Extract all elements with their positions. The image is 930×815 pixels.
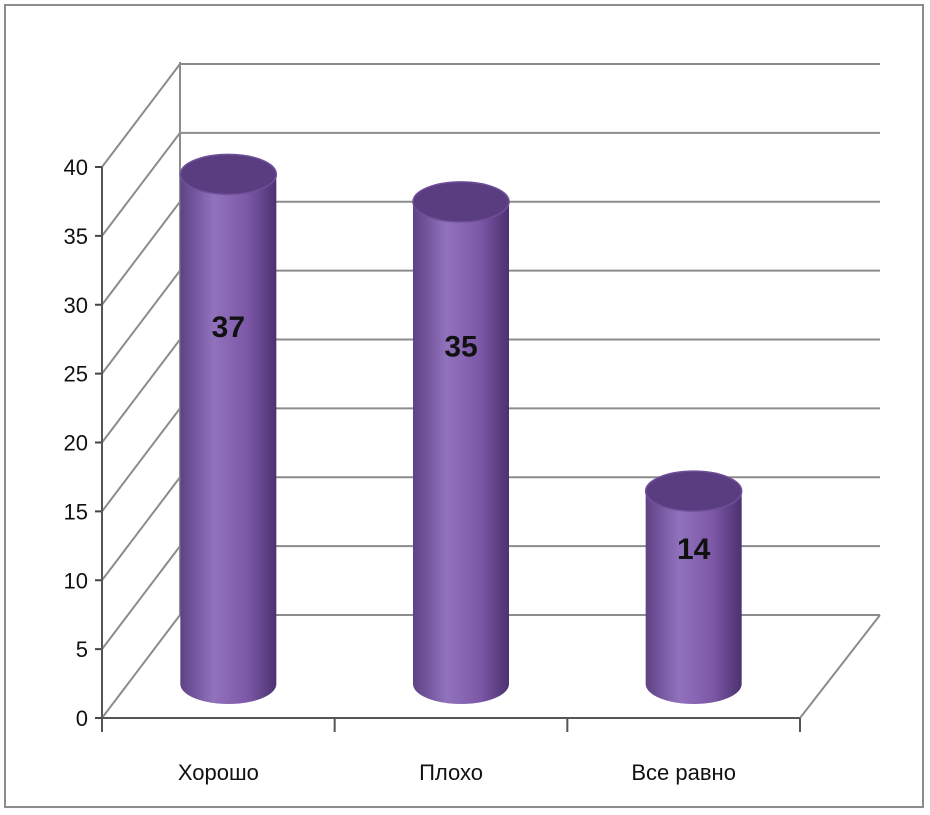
y-tick-label: 35 [64, 224, 88, 249]
floor-right-edge [799, 614, 881, 719]
cylinder-body [180, 174, 277, 704]
bars-layer [179, 153, 743, 704]
cylinder-bar [179, 153, 278, 704]
category-label: Плохо [419, 760, 483, 785]
axis-layer [95, 62, 881, 732]
cylinder-body [413, 201, 509, 704]
y-tick-label: 25 [64, 362, 88, 387]
y-tick-label: 15 [64, 499, 88, 524]
gridline-side [101, 338, 181, 444]
y-tick-label: 10 [64, 568, 88, 593]
cylinder-top [644, 470, 743, 512]
gridline-side [101, 270, 181, 375]
cylinder-bar [412, 181, 510, 704]
gridline-side [101, 545, 181, 650]
category-label: Все равно [631, 760, 736, 785]
cylinder-top [412, 181, 510, 223]
data-label: 37 [212, 311, 245, 344]
data-label: 14 [677, 533, 711, 566]
labels-layer: 0 5 10 15 20 25 30 35 40 37 Хорошо 35 Плохо 14 Все рав… [64, 155, 736, 785]
data-label: 35 [444, 331, 477, 364]
cylinder-bar [644, 470, 743, 704]
category-label: Хорошо [178, 760, 259, 785]
gridline-side [101, 63, 181, 168]
gridline-side [101, 614, 181, 719]
cylinder-body [645, 491, 742, 704]
gridline-side [101, 476, 181, 581]
y-tick-label: 30 [64, 293, 88, 318]
y-tick-label: 20 [64, 431, 88, 456]
cylinder-top [179, 153, 278, 196]
gridline-side [101, 201, 181, 306]
grid-layer [101, 63, 880, 719]
gridline-side [101, 132, 181, 237]
y-tick-label: 5 [76, 637, 88, 662]
y-tick-label: 0 [76, 706, 88, 731]
y-tick-label: 40 [64, 155, 88, 180]
gridline-side [101, 407, 181, 512]
